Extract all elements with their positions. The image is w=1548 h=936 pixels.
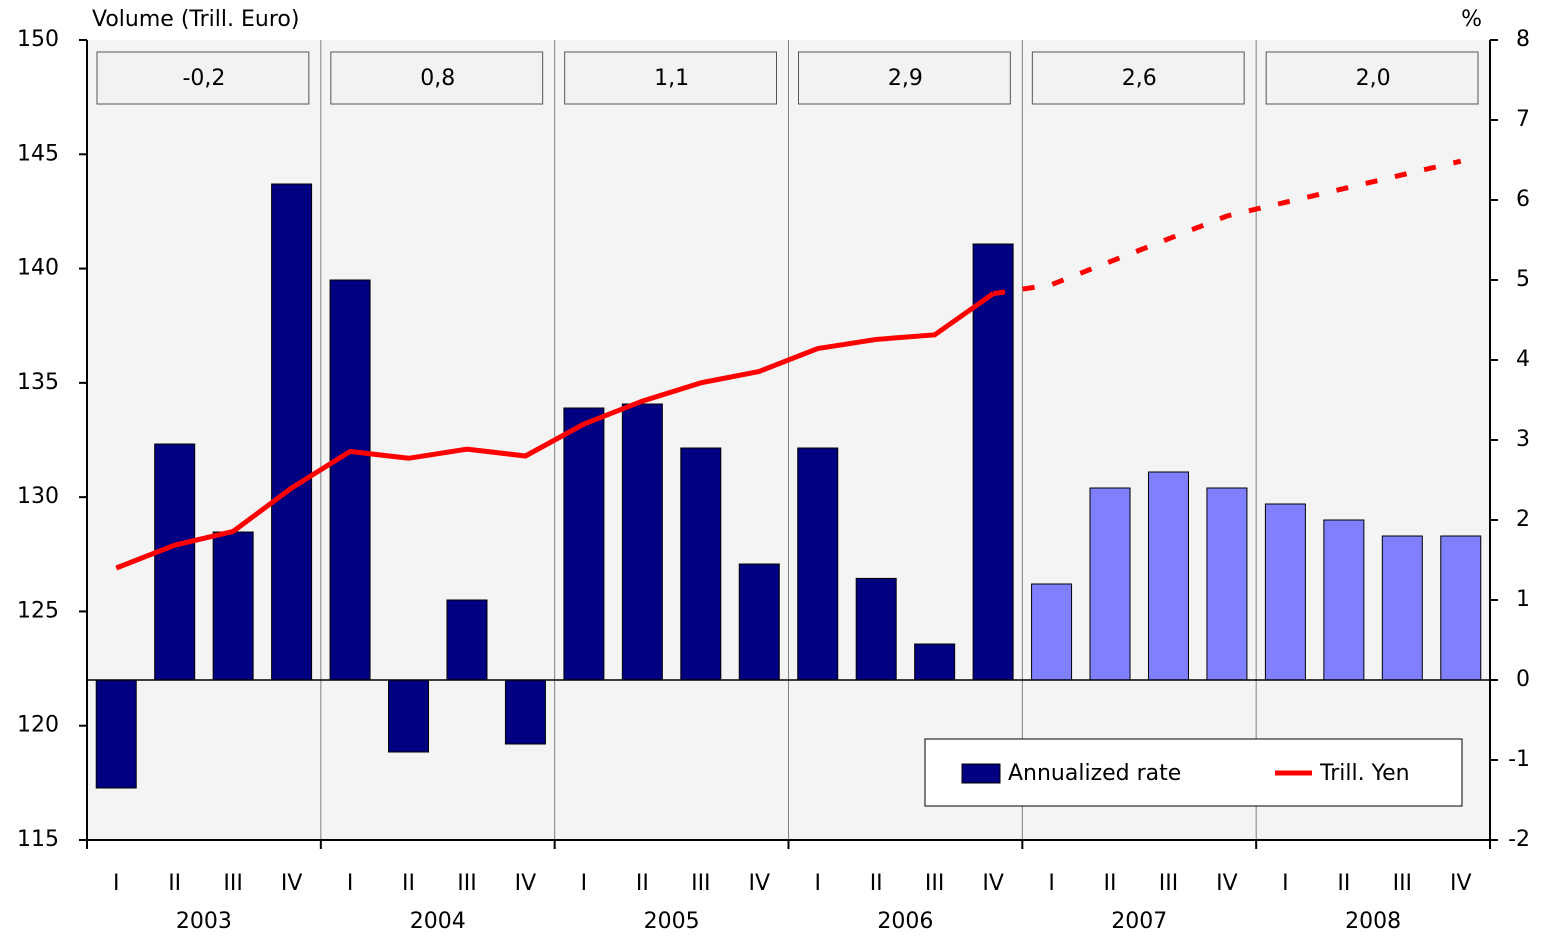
- year-label: 2006: [877, 909, 933, 934]
- bar: [1089, 487, 1131, 681]
- bar: [738, 563, 780, 681]
- bar: [504, 679, 546, 745]
- bar: [855, 577, 897, 681]
- bar: [914, 643, 956, 681]
- annotation: 0,8: [420, 66, 455, 91]
- x-tick-label: I: [1282, 871, 1289, 896]
- y-tick-label: 125: [17, 598, 59, 623]
- y-tick-label: 145: [17, 141, 59, 166]
- annotation-box: [1265, 51, 1479, 105]
- bar: [797, 447, 839, 681]
- legend-label: Annualized rate: [1008, 761, 1181, 786]
- x-tick-label: I: [1048, 871, 1055, 896]
- bar: [212, 531, 254, 681]
- y2-tick-label: 5: [1516, 267, 1530, 292]
- x-tick-label: IV: [748, 871, 770, 896]
- legend-swatch: [961, 763, 1001, 784]
- year-label: 2008: [1345, 909, 1401, 934]
- y2-axis-label: %: [1461, 7, 1482, 32]
- y-tick-label: 120: [17, 713, 59, 738]
- x-tick-label: II: [636, 871, 649, 896]
- bar: [95, 679, 137, 789]
- annotation-box: [1031, 51, 1245, 105]
- y2-tick-label: -1: [1508, 747, 1530, 772]
- y-tick-label: 135: [17, 370, 59, 395]
- y2-tick-label: 6: [1516, 187, 1530, 212]
- y-tick-label: 140: [17, 256, 59, 281]
- bar: [680, 447, 722, 681]
- annotation: 2,0: [1356, 66, 1391, 91]
- y-tick-label: 150: [17, 27, 59, 52]
- x-tick-label: III: [691, 871, 710, 896]
- y2-tick-label: 2: [1516, 507, 1530, 532]
- bar: [388, 679, 430, 753]
- legend: [924, 738, 1463, 807]
- x-tick-label: IV: [1450, 871, 1472, 896]
- bar: [1031, 583, 1073, 681]
- annotation: 2,6: [1122, 66, 1157, 91]
- bar: [154, 443, 196, 681]
- y2-tick-label: 8: [1516, 27, 1530, 52]
- year-label: 2003: [176, 909, 232, 934]
- bar: [1323, 519, 1365, 681]
- line-forecast: [992, 158, 1462, 297]
- bar: [1147, 471, 1189, 681]
- y2-tick-label: 4: [1516, 347, 1530, 372]
- x-tick-label: III: [1159, 871, 1178, 896]
- annotation: 2,9: [888, 66, 923, 91]
- annotation-box: [564, 51, 778, 105]
- x-tick-label: IV: [982, 871, 1004, 896]
- bar: [1440, 535, 1482, 681]
- x-tick-label: II: [1104, 871, 1117, 896]
- year-label: 2005: [644, 909, 700, 934]
- year-label: 2007: [1111, 909, 1167, 934]
- x-tick-label: II: [402, 871, 415, 896]
- annotation: -0,2: [182, 66, 225, 91]
- x-tick-label: II: [168, 871, 181, 896]
- y2-tick-label: 3: [1516, 427, 1530, 452]
- annotation-box: [798, 51, 1011, 105]
- year-label: 2004: [410, 909, 466, 934]
- x-tick-label: IV: [1216, 871, 1238, 896]
- bar: [1381, 535, 1423, 681]
- bar: [329, 279, 371, 681]
- legend-label: Trill. Yen: [1319, 761, 1410, 786]
- bar: [271, 183, 313, 681]
- y2-tick-label: 7: [1516, 107, 1530, 132]
- bar: [1264, 503, 1306, 681]
- x-tick-label: I: [814, 871, 821, 896]
- y2-tick-label: 1: [1516, 587, 1530, 612]
- x-tick-label: III: [925, 871, 944, 896]
- x-tick-label: IV: [281, 871, 303, 896]
- x-tick-label: II: [1337, 871, 1350, 896]
- bar: [446, 599, 488, 681]
- bar: [1206, 487, 1248, 681]
- x-tick-label: II: [870, 871, 883, 896]
- x-tick-label: III: [1393, 871, 1412, 896]
- bar: [563, 407, 605, 681]
- x-tick-label: III: [223, 871, 242, 896]
- x-tick-label: I: [581, 871, 588, 896]
- x-tick-label: I: [113, 871, 120, 896]
- annotation-box: [96, 51, 310, 105]
- x-tick-label: I: [347, 871, 354, 896]
- y-tick-label: 115: [17, 827, 59, 852]
- y2-tick-label: -2: [1508, 827, 1530, 852]
- y-axis-label: Volume (Trill. Euro): [92, 7, 299, 32]
- annotation: 1,1: [654, 66, 689, 91]
- bar: [972, 243, 1014, 681]
- y2-tick-label: 0: [1516, 667, 1530, 692]
- x-tick-label: IV: [515, 871, 537, 896]
- x-tick-label: III: [457, 871, 476, 896]
- annotation-box: [330, 51, 544, 105]
- bar: [621, 403, 663, 681]
- line: [115, 291, 995, 571]
- y-tick-label: 130: [17, 484, 59, 509]
